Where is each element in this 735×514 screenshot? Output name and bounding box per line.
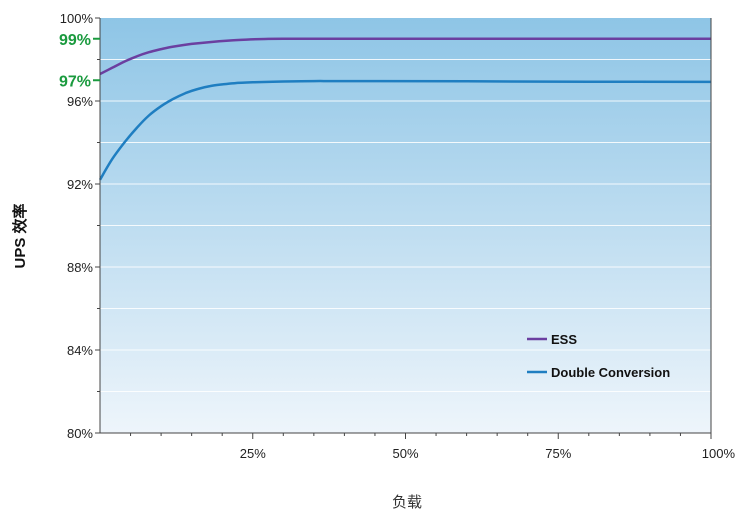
series-line-ess (99, 37, 711, 76)
legend-double-conversion-label: Double Conversion (551, 365, 670, 380)
y-tick-label: 92% (67, 177, 93, 192)
y-ticks: 80% 84% 88% 92% 96% 100% (60, 11, 100, 441)
y-tick-label: 100% (60, 11, 94, 26)
x-tick-label: 25% (240, 446, 266, 461)
x-ticks: 25% 50% 75% 100% (130, 433, 735, 461)
highlight-ticks: 99% 97% (59, 32, 100, 90)
y-tick-label: 84% (67, 343, 93, 358)
legend-ess-label: ESS (551, 332, 577, 347)
series-line-double-conversion (98, 79, 712, 181)
gridlines (100, 59, 711, 392)
x-axis-label: 负载 (392, 493, 422, 511)
y-tick-label: 96% (67, 94, 93, 109)
x-tick-label: 50% (392, 446, 418, 461)
x-tick-label: 75% (545, 446, 571, 461)
y-tick-label: 88% (67, 260, 93, 275)
series-layer (98, 37, 712, 181)
highlight-tick-label: 99% (59, 32, 91, 49)
legend: ESS Double Conversion (527, 332, 670, 380)
y-tick-label: 80% (67, 426, 93, 441)
y-axis-label: UPS 效率 (11, 203, 29, 268)
x-tick-label: 100% (702, 446, 735, 461)
highlight-tick-label: 97% (59, 73, 91, 90)
